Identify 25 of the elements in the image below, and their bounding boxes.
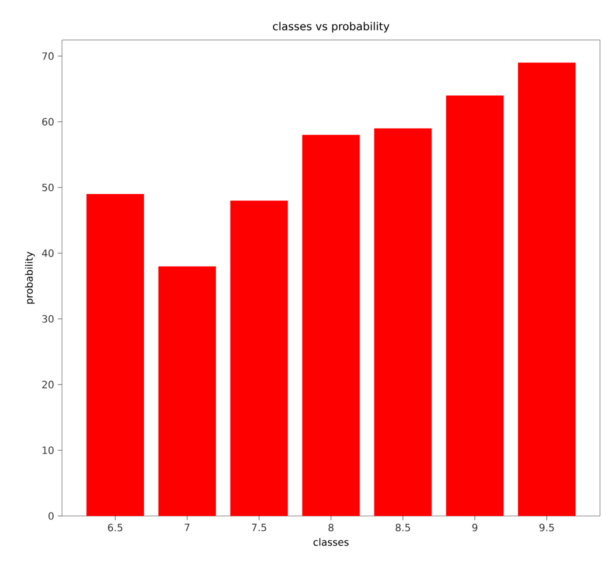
bar [158, 266, 216, 516]
bar [518, 62, 576, 516]
y-tick-label: 60 [42, 118, 54, 126]
x-tick-label: 9 [472, 524, 478, 532]
y-axis-title: probability [25, 252, 35, 304]
bar [86, 194, 144, 516]
y-tick-label: 20 [42, 380, 54, 388]
y-tick-label: 10 [42, 446, 54, 454]
bar [374, 128, 432, 516]
x-tick-label: 7 [184, 524, 190, 532]
y-tick-label: 40 [42, 249, 54, 257]
y-tick-label: 50 [42, 184, 54, 192]
x-tick-label: 8 [328, 524, 334, 532]
bar [302, 134, 360, 516]
x-tick-label: 9.5 [539, 524, 554, 532]
y-tick-label: 30 [42, 315, 54, 323]
x-tick-label: 6.5 [108, 524, 122, 532]
x-tick-label: 7.5 [252, 524, 266, 532]
chart-title: classes vs probability [272, 22, 390, 32]
y-tick-label: 0 [48, 512, 54, 520]
x-axis-title: classes [314, 538, 349, 546]
bar [230, 200, 288, 516]
bar [446, 96, 504, 516]
x-tick-label: 8.5 [396, 524, 410, 532]
y-tick-label: 70 [42, 52, 54, 60]
